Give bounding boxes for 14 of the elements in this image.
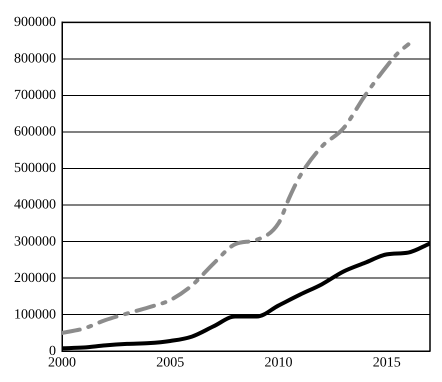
x-tick-label: 2005 [156, 355, 184, 370]
y-tick-label: 300000 [14, 234, 56, 250]
y-tick-label: 400000 [14, 198, 56, 213]
y-tick-label: 200000 [14, 270, 56, 286]
y-tick-label: 700000 [14, 88, 56, 104]
y-tick-label: 100000 [14, 307, 56, 322]
y-tick-label: 500000 [14, 161, 56, 176]
y-tick-label: 900000 [14, 15, 56, 30]
y-tick-label: 800000 [14, 52, 56, 67]
line-series [62, 42, 410, 335]
x-tick-label: 2000 [48, 355, 76, 370]
x-tick-label: 2010 [264, 355, 292, 370]
y-tick-label: 600000 [14, 124, 56, 140]
x-tick-label: 2015 [372, 355, 401, 370]
